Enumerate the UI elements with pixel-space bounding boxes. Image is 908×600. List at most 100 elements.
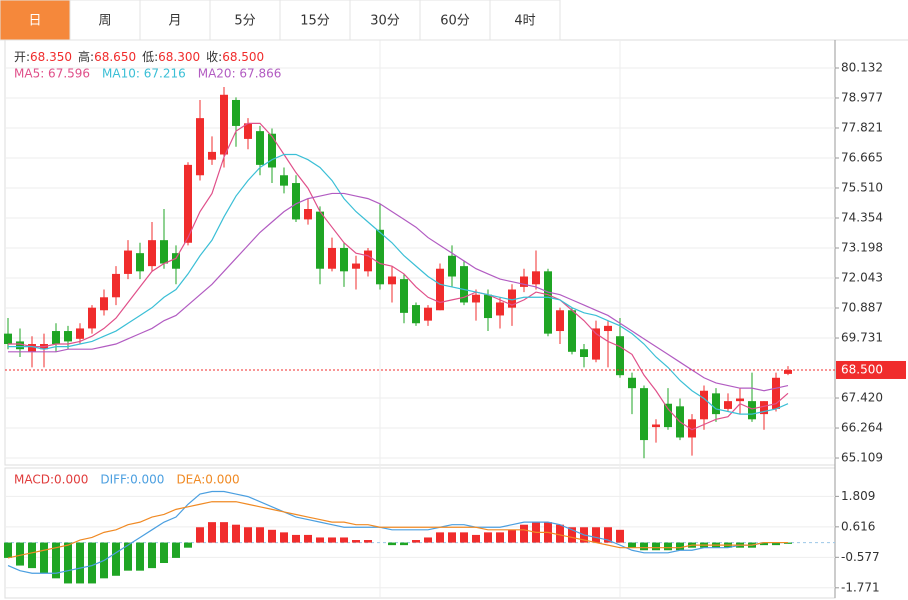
macd-bar bbox=[268, 529, 276, 543]
ohlc-legend: 收:68.500 bbox=[206, 50, 264, 64]
candle-body bbox=[280, 175, 288, 186]
tab-label: 60分 bbox=[440, 14, 470, 29]
candle-body bbox=[112, 273, 120, 298]
y-tick-label: -0.577 bbox=[841, 550, 880, 564]
candle-body bbox=[520, 276, 528, 287]
macd-bar bbox=[760, 542, 768, 546]
macd-bar bbox=[340, 537, 348, 543]
ohlc-label: 低: bbox=[142, 50, 158, 64]
candle-body bbox=[784, 369, 792, 374]
candle-body bbox=[460, 266, 468, 303]
indicator-line bbox=[7, 501, 788, 559]
legend-entry: DEA:0.000 bbox=[176, 473, 239, 487]
tab-bg bbox=[209, 0, 281, 41]
candle-body bbox=[484, 294, 492, 319]
y-tick-label: 80.132 bbox=[841, 60, 883, 74]
candle-body bbox=[736, 398, 744, 402]
tab[interactable]: 4时 bbox=[489, 0, 561, 41]
macd-bar bbox=[472, 534, 480, 543]
y-tick-label: 77.821 bbox=[841, 120, 883, 134]
macd-bar bbox=[148, 542, 156, 569]
macd-bar bbox=[772, 542, 780, 546]
macd-bar bbox=[448, 532, 456, 543]
tab[interactable]: 周 bbox=[69, 0, 141, 41]
tab-label: 30分 bbox=[370, 14, 400, 29]
macd-bar bbox=[304, 534, 312, 543]
y-tick-label: 74.354 bbox=[841, 210, 883, 224]
candle-body bbox=[16, 341, 24, 350]
candle-body bbox=[772, 377, 780, 409]
candle-body bbox=[88, 307, 96, 329]
tab[interactable]: 15分 bbox=[279, 0, 351, 41]
y-tick-label: 70.887 bbox=[841, 301, 883, 315]
candle-body bbox=[724, 401, 732, 409]
candle-body bbox=[364, 250, 372, 272]
candle-body bbox=[4, 333, 12, 345]
ohlc-value: 68.650 bbox=[94, 50, 136, 64]
macd-bar bbox=[640, 542, 648, 551]
candle-body bbox=[604, 325, 612, 332]
candle-body bbox=[400, 279, 408, 313]
candle-body bbox=[100, 297, 108, 311]
candle-body bbox=[328, 247, 336, 269]
ohlc-label: 收: bbox=[206, 50, 222, 64]
tab-bg bbox=[139, 0, 211, 41]
macd-bar bbox=[172, 542, 180, 558]
macd-bar bbox=[496, 532, 504, 543]
candle-body bbox=[352, 263, 360, 269]
macd-bar bbox=[136, 542, 144, 571]
candle-body bbox=[388, 276, 396, 285]
macd-bar bbox=[460, 532, 468, 543]
tab-bg bbox=[349, 0, 421, 41]
tab[interactable]: 30分 bbox=[349, 0, 421, 41]
candle-body bbox=[580, 349, 588, 357]
y-tick-label: 0.616 bbox=[841, 519, 875, 533]
candle-body bbox=[688, 419, 696, 438]
tab[interactable]: 5分 bbox=[209, 0, 281, 41]
macd-bar bbox=[400, 542, 408, 546]
tab[interactable]: 60分 bbox=[419, 0, 491, 41]
macd-bar bbox=[388, 542, 396, 546]
legend-entry: MA20: 67.866 bbox=[198, 67, 282, 81]
last-price-box bbox=[836, 360, 906, 379]
candle-body bbox=[316, 211, 324, 269]
candle-body bbox=[472, 294, 480, 303]
macd-bar bbox=[436, 532, 444, 543]
tab-bg bbox=[279, 0, 351, 41]
last-price-label: 68.500 bbox=[841, 362, 883, 376]
y-tick-label: 73.198 bbox=[841, 241, 883, 255]
candle-body bbox=[256, 131, 264, 165]
macd-bar bbox=[508, 529, 516, 543]
candle-body bbox=[448, 255, 456, 277]
macd-bar bbox=[628, 542, 636, 548]
candle-body bbox=[436, 268, 444, 311]
macd-bar bbox=[616, 529, 624, 543]
tab-label: 周 bbox=[98, 14, 111, 29]
indicator-line bbox=[7, 490, 788, 574]
candle-body bbox=[304, 209, 312, 220]
macd-bar bbox=[568, 527, 576, 543]
macd-bar bbox=[160, 542, 168, 564]
candle-body bbox=[208, 151, 216, 160]
macd-bar bbox=[196, 527, 204, 543]
tab[interactable]: 日 bbox=[0, 0, 71, 41]
candle-body bbox=[568, 310, 576, 352]
candle-body bbox=[628, 377, 636, 389]
candle-body bbox=[508, 289, 516, 308]
tab[interactable]: 月 bbox=[139, 0, 211, 41]
ohlc-legend: 开:68.350 bbox=[14, 50, 72, 64]
macd-bar bbox=[208, 522, 216, 543]
indicator-line bbox=[8, 153, 789, 415]
macd-bar bbox=[64, 542, 72, 584]
macd-bar bbox=[4, 542, 12, 558]
y-tick-label: 76.665 bbox=[841, 150, 883, 164]
macd-bar bbox=[784, 542, 792, 544]
candle-body bbox=[268, 133, 276, 168]
macd-bar bbox=[88, 542, 96, 584]
macd-bar bbox=[244, 527, 252, 543]
macd-bar bbox=[16, 542, 24, 566]
candle-body bbox=[64, 331, 72, 342]
candle-body bbox=[148, 240, 156, 267]
ohlc-value: 68.300 bbox=[158, 50, 200, 64]
